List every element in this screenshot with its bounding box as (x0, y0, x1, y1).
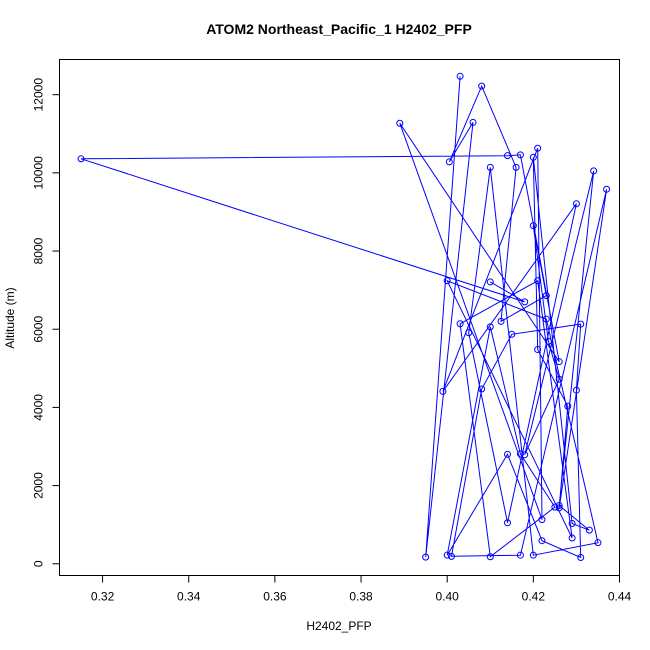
series-line (80, 76, 608, 559)
x-axis-label: H2402_PFP (306, 619, 371, 633)
data-point (542, 315, 550, 323)
data-point (572, 386, 580, 394)
data-point (443, 551, 451, 559)
series-layer (77, 72, 611, 562)
data-point (534, 277, 542, 285)
data-point (486, 553, 494, 561)
data-point (529, 153, 537, 161)
data-point (577, 554, 585, 562)
x-tick-label: 0.44 (608, 590, 632, 604)
data-point (504, 450, 511, 458)
y-tick-label: 4000 (32, 394, 46, 421)
x-tick-label: 0.40 (436, 590, 460, 604)
data-point (534, 346, 542, 354)
x-tick-label: 0.42 (522, 590, 546, 604)
plot-frame (59, 59, 620, 576)
data-point (534, 144, 542, 152)
data-point (445, 158, 453, 166)
data-point (439, 387, 447, 395)
data-point (469, 118, 477, 126)
data-point (465, 329, 473, 337)
data-point (516, 151, 524, 159)
data-point (555, 358, 563, 366)
data-point (521, 298, 529, 306)
data-point (538, 516, 546, 524)
y-tick-label: 6000 (32, 316, 46, 343)
data-point (572, 200, 580, 208)
data-point (508, 330, 516, 338)
y-tick-label: 10000 (32, 156, 46, 190)
data-point (456, 320, 464, 328)
data-point (448, 552, 455, 560)
data-point (568, 534, 576, 542)
data-point (603, 185, 611, 193)
data-point (529, 551, 537, 559)
data-point (585, 526, 593, 534)
data-point (504, 519, 511, 527)
data-point (555, 504, 563, 512)
x-tick-label: 0.38 (349, 590, 373, 604)
data-point (486, 323, 494, 331)
data-point (422, 553, 430, 561)
data-point (516, 450, 524, 458)
data-point (443, 277, 451, 285)
y-tick-label: 0 (32, 560, 46, 567)
data-point (590, 167, 598, 175)
y-tick-label: 2000 (32, 472, 46, 499)
data-point (497, 317, 505, 325)
data-point (504, 152, 511, 160)
x-tick-label: 0.36 (263, 590, 287, 604)
y-tick-label: 8000 (32, 237, 46, 264)
data-point (396, 119, 404, 127)
data-point (564, 402, 572, 410)
data-point (555, 502, 563, 510)
x-tick-label: 0.34 (177, 590, 201, 604)
data-point (516, 551, 524, 559)
data-point (77, 155, 85, 163)
data-point (512, 163, 520, 171)
data-point (478, 82, 486, 90)
data-point (577, 320, 585, 328)
data-point (486, 163, 494, 171)
data-point (594, 539, 602, 547)
data-point (478, 385, 486, 393)
data-point (538, 537, 546, 545)
data-point (555, 375, 563, 383)
y-axis: 0 2000 4000 6000 8000 10000 12000 (32, 78, 60, 567)
data-point (529, 222, 537, 230)
data-point (456, 72, 464, 80)
x-tick-label: 0.32 (91, 590, 115, 604)
data-point (568, 520, 576, 528)
y-tick-label: 12000 (32, 78, 46, 112)
data-point (542, 292, 550, 300)
chart-title: ATOM2 Northeast_Pacific_1 H2402_PFP (206, 21, 472, 37)
data-point (551, 503, 559, 511)
data-point (521, 451, 529, 459)
x-axis: 0.32 0.34 0.36 0.38 0.40 0.42 0.44 (91, 575, 632, 604)
data-point (544, 337, 552, 345)
y-axis-label: Altitude (m) (3, 287, 17, 348)
data-point (486, 278, 494, 286)
